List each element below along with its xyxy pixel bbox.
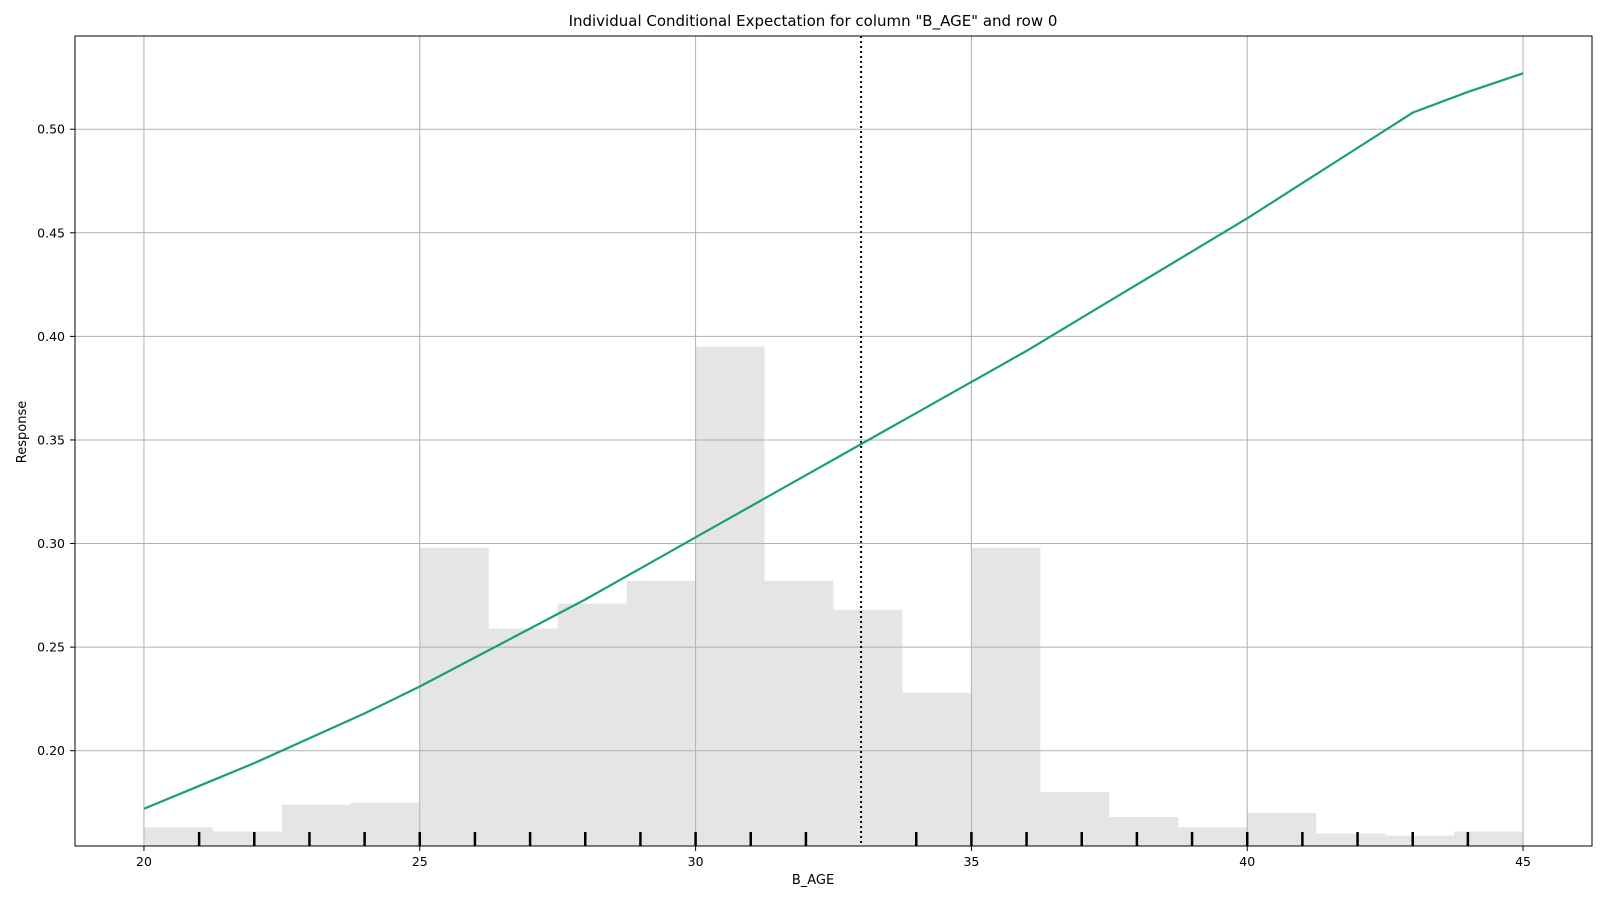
histogram-bar <box>626 580 696 846</box>
histogram-bar <box>971 547 1041 846</box>
histogram-bar <box>764 580 834 846</box>
histogram-bar <box>695 346 765 846</box>
y-tick-label: 0.40 <box>37 329 65 344</box>
axes-frame <box>74 35 1593 847</box>
histogram-bar <box>1247 812 1317 846</box>
x-tick-label: 35 <box>963 854 979 869</box>
histogram-bar <box>1385 835 1455 846</box>
histogram-bar <box>902 692 972 846</box>
y-tick-label: 0.30 <box>37 536 65 551</box>
histogram-bar <box>557 603 627 846</box>
histogram-bar <box>281 804 351 846</box>
histogram-bar <box>1040 792 1110 846</box>
histogram-bar <box>143 827 213 846</box>
histogram-bar <box>350 802 420 846</box>
histogram-bar <box>419 547 489 846</box>
chart-title: Individual Conditional Expectation for c… <box>569 12 1058 31</box>
histogram-bar <box>1109 816 1179 846</box>
ice-line <box>143 72 1524 810</box>
y-tick-label: 0.45 <box>37 225 65 240</box>
histogram-bar <box>488 628 558 846</box>
y-tick-label: 0.50 <box>37 122 65 137</box>
histogram-bar <box>1178 827 1248 846</box>
x-tick-label: 45 <box>1515 854 1531 869</box>
x-tick-label: 20 <box>136 854 152 869</box>
x-tick-label: 25 <box>412 854 428 869</box>
histogram-bar <box>1454 831 1524 846</box>
x-axis-label: B_AGE <box>792 873 834 888</box>
y-tick-label: 0.20 <box>37 743 65 758</box>
histogram-bar <box>212 831 282 846</box>
y-tick-label: 0.35 <box>37 432 65 447</box>
histogram-bar <box>833 609 903 846</box>
plot-area: 20 25 30 35 40 45 0.20 0.25 0.30 0.35 0.40 0.45 0.50 <box>37 35 1593 869</box>
y-axis-label: Response <box>15 401 30 463</box>
y-tick-label: 0.25 <box>37 640 65 655</box>
x-tick-label: 40 <box>1239 854 1255 869</box>
x-tick-label: 30 <box>688 854 704 869</box>
histogram-bar <box>1316 833 1386 846</box>
